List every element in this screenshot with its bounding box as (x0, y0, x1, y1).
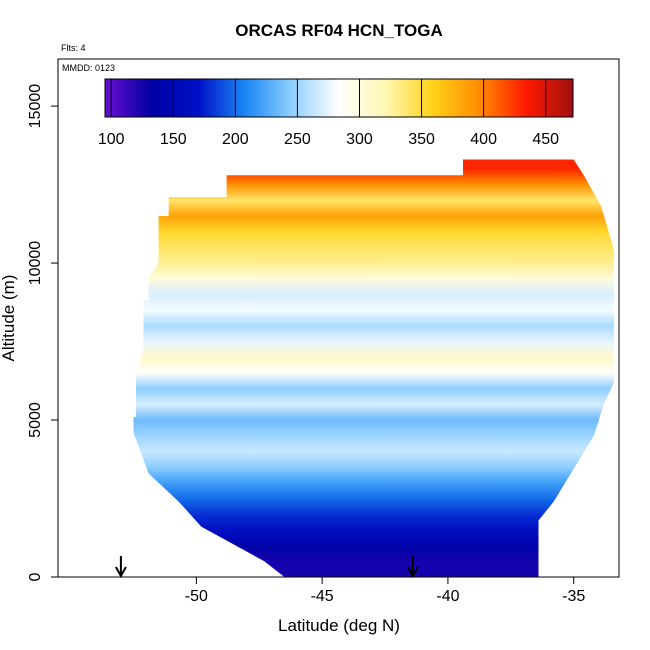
colorbar-tick-label: 450 (532, 131, 559, 148)
colorbar-tick-label: 350 (408, 131, 435, 148)
heatmap-area (133, 159, 614, 577)
heatmap-field (133, 159, 614, 577)
x-axis-label: Latitude (deg N) (278, 616, 400, 635)
y-tick-label: 15000 (27, 84, 44, 129)
chart-title: ORCAS RF04 HCN_TOGA (235, 21, 443, 40)
y-tick-label: 10000 (27, 241, 44, 286)
colorbar-tick-label: 250 (284, 131, 311, 148)
down-arrow-icon (115, 556, 127, 579)
plot-frame (57, 58, 620, 578)
y-axis-label: Altitude (m) (0, 275, 18, 362)
y-tick-label: 5000 (27, 402, 44, 438)
flights-note: Flts: 4 (61, 43, 86, 53)
colorbar-tick-label: 100 (98, 131, 125, 148)
x-tick-label: -50 (185, 588, 208, 605)
colorbar-gradient (104, 78, 574, 118)
colorbar-tick-label: 200 (222, 131, 249, 148)
colorbar-tick-label: 300 (346, 131, 373, 148)
colorbar-tick-label: 150 (160, 131, 187, 148)
flight-markers (115, 556, 419, 579)
colorbar-tick-label: 400 (470, 131, 497, 148)
x-tick-label: -35 (562, 588, 585, 605)
x-axis: -50 -45 -40 -35 (185, 577, 585, 605)
x-tick-label: -45 (311, 588, 334, 605)
x-tick-label: -40 (436, 588, 459, 605)
y-tick-label: 0 (27, 572, 44, 581)
y-axis: 0 5000 10000 15000 (27, 84, 58, 581)
colorbar: 100 150 200 250 300 350 400 450 (98, 78, 574, 148)
down-arrow-icon (406, 556, 419, 579)
date-note: MMDD: 0123 (62, 63, 115, 73)
